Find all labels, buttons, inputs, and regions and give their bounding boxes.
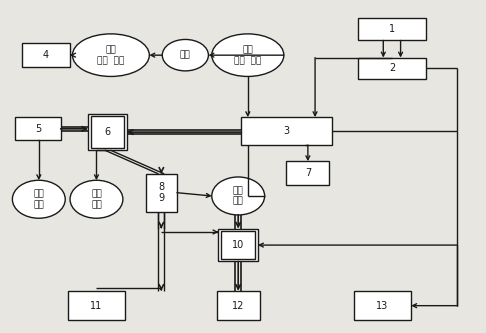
FancyBboxPatch shape <box>241 117 332 145</box>
Text: 1: 1 <box>389 24 395 34</box>
Ellipse shape <box>72 34 149 77</box>
Ellipse shape <box>12 180 65 218</box>
Text: 13: 13 <box>376 301 388 311</box>
Ellipse shape <box>212 177 264 215</box>
Text: 3: 3 <box>283 126 289 136</box>
FancyBboxPatch shape <box>219 229 258 261</box>
FancyBboxPatch shape <box>15 118 61 140</box>
Text: 切换
指令: 切换 指令 <box>91 189 102 209</box>
FancyBboxPatch shape <box>88 114 127 150</box>
Text: 7: 7 <box>305 168 311 178</box>
FancyBboxPatch shape <box>22 43 70 68</box>
Text: 12: 12 <box>232 301 244 311</box>
Ellipse shape <box>162 39 208 71</box>
Text: 10: 10 <box>232 240 244 250</box>
Text: 延时: 延时 <box>180 51 191 60</box>
FancyBboxPatch shape <box>146 174 177 211</box>
FancyBboxPatch shape <box>68 291 125 320</box>
Text: 2: 2 <box>389 63 395 73</box>
Text: 停止
供电  检测: 停止 供电 检测 <box>234 46 261 65</box>
Text: 11: 11 <box>90 301 103 311</box>
FancyBboxPatch shape <box>358 18 426 40</box>
Text: 5: 5 <box>35 124 41 134</box>
FancyBboxPatch shape <box>353 291 411 320</box>
Text: 启动
停止  指令: 启动 停止 指令 <box>97 46 124 65</box>
FancyBboxPatch shape <box>217 291 260 320</box>
FancyBboxPatch shape <box>286 161 330 185</box>
Text: 8
9: 8 9 <box>158 182 164 203</box>
Text: 电压
建立: 电压 建立 <box>34 189 44 209</box>
FancyBboxPatch shape <box>358 58 426 79</box>
Ellipse shape <box>212 34 284 77</box>
Text: 4: 4 <box>43 50 49 60</box>
Text: 6: 6 <box>104 127 111 137</box>
Ellipse shape <box>70 180 123 218</box>
Text: 切换
指令: 切换 指令 <box>233 186 243 206</box>
